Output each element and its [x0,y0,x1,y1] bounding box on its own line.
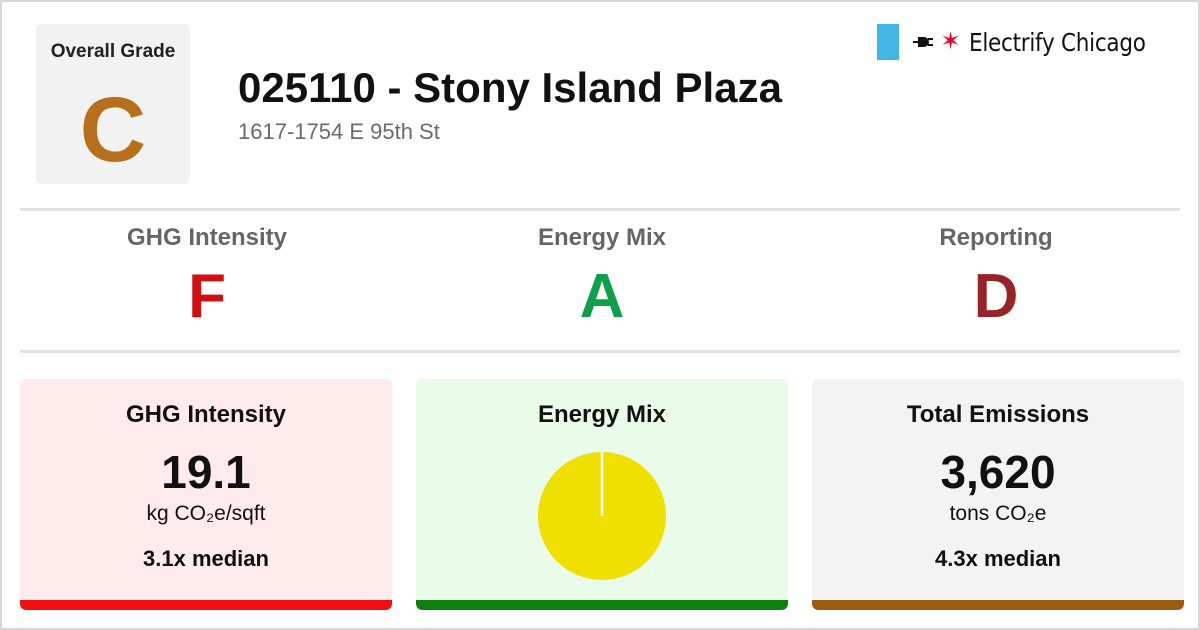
total-emissions-unit: tons CO₂e [949,502,1047,525]
subgrade-letter: D [973,262,1019,331]
total-emissions-median-note: 4.3x median [935,546,1061,571]
plug-icon [912,37,933,47]
building-title: 025110 - Stony Island Plaza [238,64,782,111]
subgrade-label: Reporting [939,224,1053,251]
ghg-intensity-card: GHG Intensity 19.1 kg CO₂e/sqft 3.1x med… [20,379,392,610]
subgrade-letter: F [188,262,226,331]
electrify-chicago-logo: ✶ Electrify Chicago [876,24,1174,60]
total-emissions-card: Total Emissions 3,620 tons CO₂e 4.3x med… [812,379,1184,610]
overall-grade-box: Overall Grade C [36,24,190,184]
card-accent-bar [416,600,788,610]
energy-mix-pie-chart [538,452,666,580]
ghg-intensity-median-note: 3.1x median [143,546,269,571]
ghg-intensity-value: 19.1 [161,446,251,498]
overall-grade-label: Overall Grade [50,41,176,62]
subgrade-ghg-intensity: GHG Intensity F [10,224,404,328]
subgrades-row: GHG Intensity F Energy Mix A Reporting D [2,224,1200,344]
card-title: Total Emissions [906,401,1090,428]
energy-mix-card: Energy Mix [416,379,788,610]
ghg-intensity-unit: kg CO₂e/sqft [146,502,266,525]
card-title: Energy Mix [537,401,667,428]
red-star-icon: ✶ [940,28,961,55]
subgrade-letter: A [579,262,625,331]
subgrade-label: Energy Mix [537,224,667,251]
building-address: 1617-1754 E 95th St [238,119,440,144]
flag-stripe-icon [876,24,899,60]
card-accent-bar [812,600,1184,610]
overall-grade-letter: C [79,79,147,181]
card-title: GHG Intensity [125,401,287,428]
subgrade-energy-mix: Energy Mix A [405,224,799,328]
subgrade-label: GHG Intensity [126,224,288,251]
total-emissions-value: 3,620 [940,446,1056,498]
brand-name: Electrify Chicago [968,27,1146,57]
subgrades-divider [20,350,1180,353]
card-accent-bar [20,600,392,610]
subgrade-reporting: Reporting D [799,224,1193,328]
header-divider [20,208,1180,211]
